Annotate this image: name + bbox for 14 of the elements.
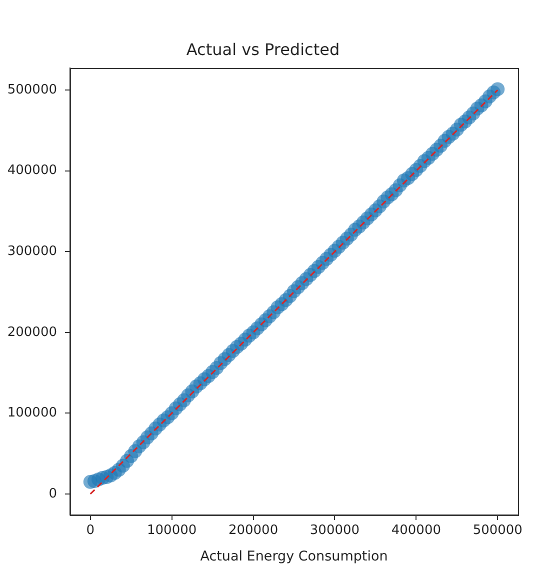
x-tick-label: 500000 (472, 523, 522, 538)
y-tick-label: 200000 (7, 324, 57, 340)
chart-title: Actual vs Predicted (186, 40, 340, 59)
y-tick-label: 300000 (7, 244, 57, 259)
x-tick-label: 200000 (228, 523, 278, 538)
x-tick-label: 100000 (147, 523, 197, 538)
x-axis-title: Actual Energy Consumption (200, 548, 388, 564)
x-tick-label: 0 (86, 523, 95, 538)
x-tick-label: 300000 (310, 523, 360, 538)
y-tick-label: 500000 (7, 82, 57, 98)
x-tick-label: 400000 (391, 523, 441, 538)
y-tick-label: 400000 (7, 163, 57, 178)
y-tick-label: 0 (48, 486, 57, 502)
y-tick-label: 100000 (7, 406, 57, 421)
